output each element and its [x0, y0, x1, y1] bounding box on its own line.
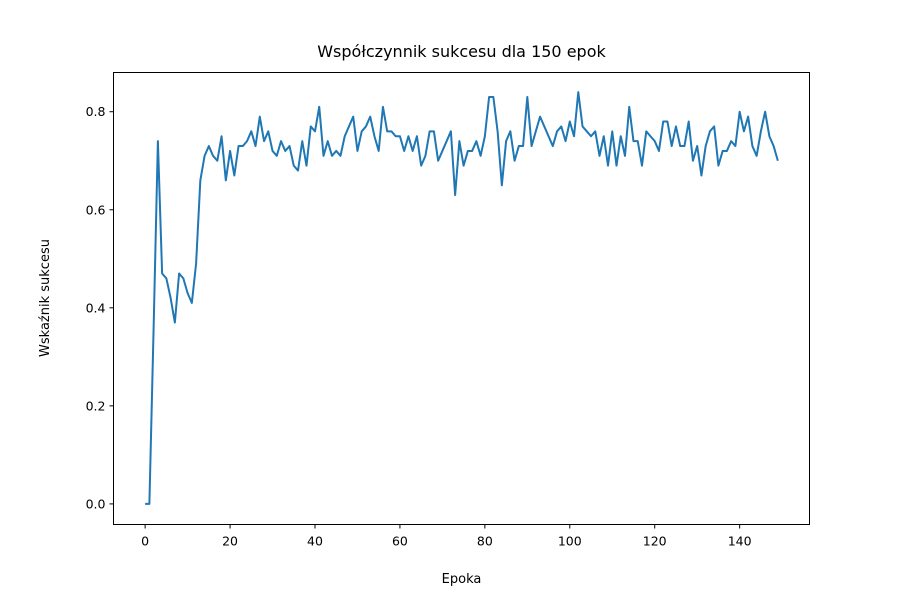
y-axis-label: Wskaźnik sukcesu [38, 239, 53, 357]
x-tick-label: 100 [558, 534, 582, 549]
x-axis-label: Epoka [442, 572, 482, 587]
x-tick-label: 0 [141, 534, 149, 549]
x-tick-label: 80 [477, 534, 493, 549]
x-tick-label: 60 [392, 534, 408, 549]
x-tick-label: 40 [307, 534, 323, 549]
plot-area-frame [113, 72, 810, 525]
y-tick-label: 0.6 [86, 202, 106, 217]
y-axis-ticks: 0.0 0.2 0.4 0.6 0.8 [86, 104, 114, 511]
x-axis-ticks: 0 20 40 60 80 100 120 140 [141, 524, 752, 549]
chart-title: Współczynnik sukcesu dla 150 epok [317, 42, 606, 61]
y-tick-label: 0.8 [86, 104, 106, 119]
y-tick-label: 0.4 [86, 300, 106, 315]
y-tick-label: 0.0 [86, 496, 106, 511]
series-line [145, 91, 779, 505]
y-tick-label: 0.2 [86, 398, 106, 413]
x-tick-label: 120 [643, 534, 667, 549]
x-tick-label: 20 [222, 534, 238, 549]
x-tick-label: 140 [728, 534, 752, 549]
series-layer [145, 91, 779, 505]
